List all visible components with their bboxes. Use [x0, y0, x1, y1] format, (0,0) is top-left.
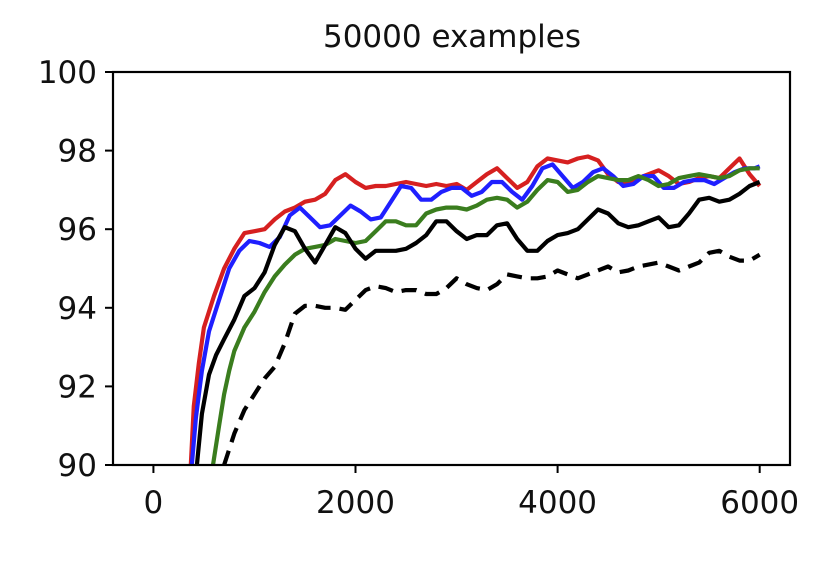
y-tick-label: 98 — [58, 134, 97, 170]
x-tick-label: 0 — [144, 485, 164, 521]
series-line-black-dashed — [222, 248, 761, 465]
x-tick-label: 6000 — [720, 485, 799, 521]
series-line-black — [194, 180, 761, 465]
series-line-green — [210, 166, 760, 465]
y-tick-label: 94 — [58, 291, 97, 327]
series-line-blue — [189, 162, 761, 465]
series-layer — [188, 154, 762, 465]
series-line-red — [188, 154, 762, 465]
y-tick-label: 96 — [58, 212, 97, 248]
plot-frame — [111, 70, 792, 467]
chart-title: 50000 examples — [323, 19, 581, 55]
y-tick-label: 100 — [38, 55, 97, 91]
axes-layer: 0 2000 4000 6000 90 92 94 96 98 100 — [38, 55, 799, 521]
y-tick-label: 92 — [58, 369, 97, 405]
y-tick-label: 90 — [58, 448, 97, 484]
x-tick-label: 2000 — [316, 485, 395, 521]
x-tick-label: 4000 — [518, 485, 597, 521]
